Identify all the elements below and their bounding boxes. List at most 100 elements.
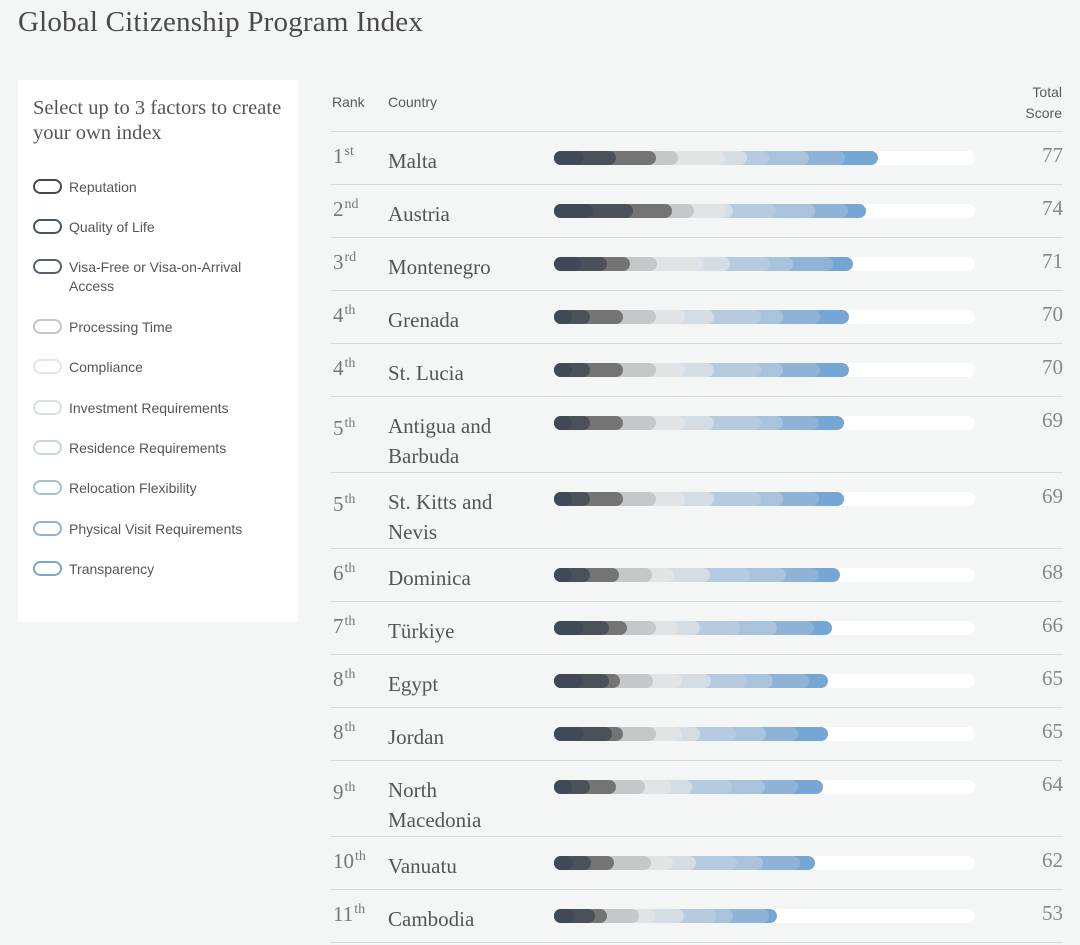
total-score: 70 (1042, 302, 1063, 326)
total-score: 53 (1042, 901, 1063, 925)
table-row[interactable]: 8th Egypt 65 (331, 655, 1063, 708)
rank-suffix: th (344, 667, 356, 682)
score-bar[interactable] (554, 416, 975, 430)
score-bar-segment-1 (554, 257, 581, 271)
rank-cell: 5th (333, 416, 355, 441)
rank-number: 11 (333, 902, 354, 926)
rank-cell: 1st (333, 144, 354, 169)
table-row[interactable]: 8th Jordan 65 (331, 708, 1063, 761)
score-bar[interactable] (554, 151, 975, 165)
score-bar-segment-1 (554, 151, 584, 165)
rank-suffix: th (344, 416, 356, 431)
total-score: 68 (1042, 560, 1063, 584)
factor-label: Compliance (69, 359, 143, 375)
factor-label: Processing Time (69, 319, 173, 335)
table-row[interactable]: 1st Malta 77 (331, 132, 1063, 185)
table-row[interactable]: 3rd Montenegro 71 (331, 238, 1063, 291)
rank-suffix: st (344, 144, 354, 159)
score-bar-segment-1 (554, 909, 575, 923)
factor-toggle[interactable] (33, 179, 62, 194)
rank-number: 4 (333, 303, 344, 327)
country-name: Austria (388, 202, 450, 226)
score-bar[interactable] (554, 621, 975, 635)
country-name: North Macedonia (388, 778, 482, 832)
rank-suffix: th (344, 720, 356, 735)
total-score: 66 (1042, 613, 1063, 637)
country-column-header[interactable]: Country (388, 94, 438, 110)
rank-cell: 8th (333, 667, 355, 692)
factor-option-10[interactable]: Transparency (33, 560, 259, 579)
factor-option-7[interactable]: Residence Requirements (33, 439, 259, 458)
factor-option-8[interactable]: Relocation Flexibility (33, 479, 259, 498)
factor-toggle[interactable] (33, 319, 62, 334)
rank-cell: 5th (333, 492, 355, 517)
score-bar[interactable] (554, 568, 975, 582)
score-bar[interactable] (554, 310, 975, 324)
score-bar-segment-1 (554, 204, 594, 218)
factor-option-4[interactable]: Processing Time (33, 318, 259, 337)
score-bar-segment-1 (554, 780, 573, 794)
rank-number: 10 (333, 849, 354, 873)
table-row[interactable]: 10th Vanuatu 62 (331, 837, 1063, 890)
rank-column-header[interactable]: Rank (332, 94, 365, 110)
total-score-column-header[interactable]: Total Score (1000, 82, 1062, 124)
factor-toggle[interactable] (33, 359, 62, 374)
table-row[interactable]: 5th St. Kitts and Nevis 69 (331, 473, 1063, 549)
total-score: 65 (1042, 666, 1063, 690)
rank-number: 8 (333, 720, 344, 744)
factor-option-5[interactable]: Compliance (33, 358, 259, 377)
score-bar-segment-1 (554, 416, 573, 430)
country-name: St. Kitts and Nevis (388, 490, 493, 544)
factor-toggle[interactable] (33, 480, 62, 495)
table-row[interactable]: 4th Grenada 70 (331, 291, 1063, 344)
rank-cell: 8th (333, 720, 355, 745)
factor-option-6[interactable]: Investment Requirements (33, 399, 259, 418)
rank-cell: 7th (333, 614, 355, 639)
country-name: Türkiye (388, 619, 455, 643)
factor-label: Visa-Free or Visa-on-Arrival Access (69, 259, 242, 294)
score-bar[interactable] (554, 204, 975, 218)
country-name: Cambodia (388, 907, 475, 931)
rank-number: 6 (333, 561, 344, 585)
score-bar[interactable] (554, 856, 975, 870)
table-row[interactable]: 11th Cambodia 53 (331, 890, 1063, 943)
factor-option-2[interactable]: Quality of Life (33, 218, 259, 237)
country-name: Dominica (388, 566, 471, 590)
table-row[interactable]: 2nd Austria 74 (331, 185, 1063, 238)
factor-toggle[interactable] (33, 561, 62, 576)
factor-toggle[interactable] (33, 400, 62, 415)
table-row[interactable]: 7th Türkiye 66 (331, 602, 1063, 655)
rank-suffix: th (354, 902, 366, 917)
score-bar[interactable] (554, 780, 975, 794)
table-row[interactable]: 4th St. Lucia 70 (331, 344, 1063, 397)
factor-selector-heading: Select up to 3 factors to create your ow… (33, 97, 282, 144)
factor-option-9[interactable]: Physical Visit Requirements (33, 520, 259, 539)
country-name: Egypt (388, 672, 439, 696)
factor-toggle[interactable] (33, 219, 62, 234)
factor-option-1[interactable]: Reputation (33, 178, 259, 197)
score-bar[interactable] (554, 257, 975, 271)
rank-number: 3 (333, 250, 344, 274)
factor-option-3[interactable]: Visa-Free or Visa-on-Arrival Access (33, 258, 259, 296)
table-row[interactable]: 5th Antigua and Barbuda 69 (331, 397, 1063, 473)
total-score: 74 (1042, 196, 1063, 220)
rank-cell: 4th (333, 356, 355, 381)
score-bar[interactable] (554, 727, 975, 741)
total-score: 62 (1042, 848, 1063, 872)
score-bar-segment-1 (554, 310, 573, 324)
factor-toggle[interactable] (33, 440, 62, 455)
factor-toggle[interactable] (33, 259, 62, 274)
total-score: 77 (1042, 143, 1063, 167)
country-name: Antigua and Barbuda (388, 414, 492, 468)
score-bar[interactable] (554, 363, 975, 377)
table-row[interactable]: 6th Dominica 68 (331, 549, 1063, 602)
score-bar-segment-1 (554, 674, 584, 688)
table-row[interactable]: 9th North Macedonia 64 (331, 761, 1063, 837)
score-bar[interactable] (554, 674, 975, 688)
rank-suffix: th (344, 303, 356, 318)
score-bar[interactable] (554, 909, 975, 923)
country-name: Jordan (388, 725, 444, 749)
factor-toggle[interactable] (33, 521, 62, 536)
score-bar[interactable] (554, 492, 975, 506)
rank-suffix: th (344, 614, 356, 629)
